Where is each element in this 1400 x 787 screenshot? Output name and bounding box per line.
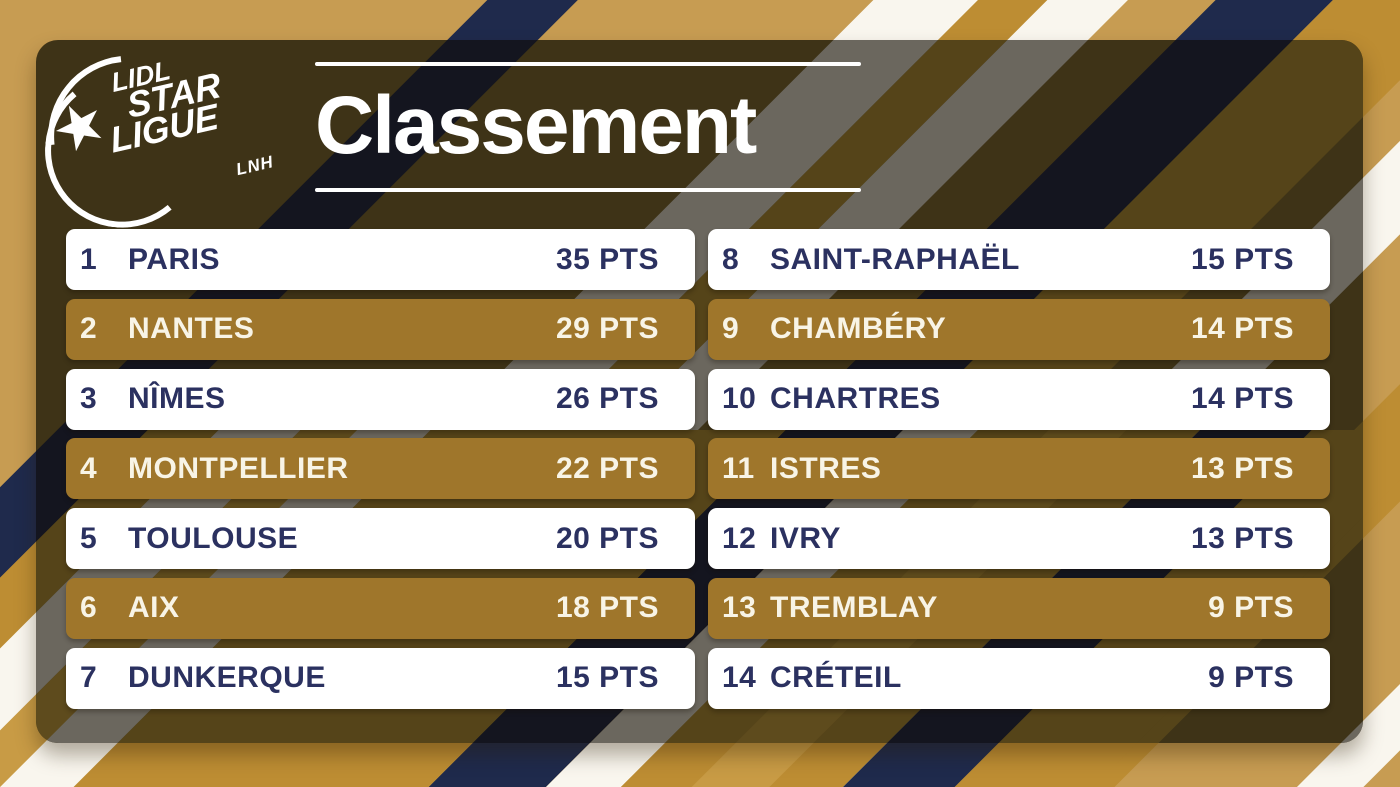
points-cell: 29 PTS bbox=[555, 312, 659, 346]
rank-cell: 12 bbox=[722, 521, 757, 555]
team-cell: TREMBLAY bbox=[770, 591, 938, 625]
table-row: 4 MONTPELLIER 22 PTS bbox=[66, 438, 695, 500]
points-cell: 9 PTS bbox=[1208, 591, 1294, 625]
team-cell: CHAMBÉRY bbox=[770, 312, 947, 346]
points-cell: 20 PTS bbox=[555, 521, 659, 555]
points-cell: 13 PTS bbox=[1190, 521, 1294, 555]
league-logo: ★ LIDL STAR LIGUE LNH bbox=[15, 22, 281, 251]
rank-cell: 4 bbox=[80, 451, 98, 485]
table-row: 5 TOULOUSE 20 PTS bbox=[66, 508, 695, 570]
rank-cell: 2 bbox=[80, 312, 98, 346]
rank-cell: 5 bbox=[80, 521, 98, 555]
table-row: 7 DUNKERQUE 15 PTS bbox=[66, 647, 695, 709]
points-cell: 26 PTS bbox=[555, 382, 659, 416]
rank-cell: 3 bbox=[80, 382, 98, 416]
team-cell: NÎMES bbox=[128, 382, 226, 416]
rank-cell: 13 bbox=[722, 591, 757, 625]
rank-cell: 11 bbox=[722, 451, 755, 485]
table-row: 3 NÎMES 26 PTS bbox=[66, 368, 695, 430]
team-cell: ISTRES bbox=[770, 451, 882, 485]
table-row: 6 AIX 18 PTS bbox=[66, 577, 695, 639]
team-cell: NANTES bbox=[128, 312, 255, 346]
team-cell: IVRY bbox=[770, 521, 841, 555]
table-row: 9 CHAMBÉRY 14 PTS bbox=[708, 298, 1330, 360]
team-cell: DUNKERQUE bbox=[128, 661, 326, 695]
table-row: 11 ISTRES 13 PTS bbox=[708, 438, 1330, 500]
points-cell: 15 PTS bbox=[1190, 242, 1294, 276]
team-cell: SAINT-RAPHAËL bbox=[770, 242, 1020, 276]
logo-lnh-tag: LNH bbox=[234, 152, 276, 180]
title-rule-bottom bbox=[315, 188, 861, 192]
points-cell: 15 PTS bbox=[555, 661, 659, 695]
team-cell: CHARTRES bbox=[770, 382, 941, 416]
table-row: 13 TREMBLAY 9 PTS bbox=[708, 577, 1330, 639]
standings-column-right: 8 SAINT-RAPHAËL 15 PTS 9 CHAMBÉRY 14 PTS 10 CHA… bbox=[708, 229, 1330, 709]
team-cell: TOULOUSE bbox=[128, 521, 299, 555]
table-row: 2 NANTES 29 PTS bbox=[66, 298, 695, 360]
points-cell: 9 PTS bbox=[1208, 661, 1294, 695]
team-cell: CRÉTEIL bbox=[770, 661, 902, 695]
points-cell: 14 PTS bbox=[1190, 312, 1294, 346]
page-title: Classement bbox=[315, 80, 757, 171]
title-block: Classement bbox=[315, 40, 861, 210]
points-cell: 18 PTS bbox=[555, 591, 659, 625]
points-cell: 22 PTS bbox=[555, 451, 659, 485]
team-cell: AIX bbox=[128, 591, 180, 625]
team-cell: MONTPELLIER bbox=[128, 451, 349, 485]
standings-panel: ★ LIDL STAR LIGUE LNH Classement 1 PARIS 3… bbox=[15, 22, 1363, 743]
rank-cell: 9 bbox=[722, 312, 740, 346]
points-cell: 35 PTS bbox=[555, 242, 659, 276]
points-cell: 13 PTS bbox=[1190, 451, 1294, 485]
table-row: 12 IVRY 13 PTS bbox=[708, 508, 1330, 570]
rank-cell: 14 bbox=[722, 661, 757, 695]
table-row: 10 CHARTRES 14 PTS bbox=[708, 368, 1330, 430]
rank-cell: 1 bbox=[80, 242, 98, 276]
standings-column-left: 1 PARIS 35 PTS 2 NANTES 29 PTS 3 NÎMES 26 PTS 4 MO… bbox=[66, 229, 695, 709]
rank-cell: 10 bbox=[722, 382, 757, 416]
rank-cell: 6 bbox=[80, 591, 98, 625]
league-logo-lockup: ★ LIDL STAR LIGUE LNH bbox=[15, 22, 294, 251]
points-cell: 14 PTS bbox=[1190, 382, 1294, 416]
table-row: 8 SAINT-RAPHAËL 15 PTS bbox=[708, 229, 1330, 290]
table-row: 14 CRÉTEIL 9 PTS bbox=[708, 647, 1330, 709]
rank-cell: 8 bbox=[722, 242, 740, 276]
team-cell: PARIS bbox=[128, 242, 220, 276]
rank-cell: 7 bbox=[80, 661, 98, 695]
title-rule-top bbox=[315, 62, 861, 66]
table-row: 1 PARIS 35 PTS bbox=[66, 229, 695, 290]
